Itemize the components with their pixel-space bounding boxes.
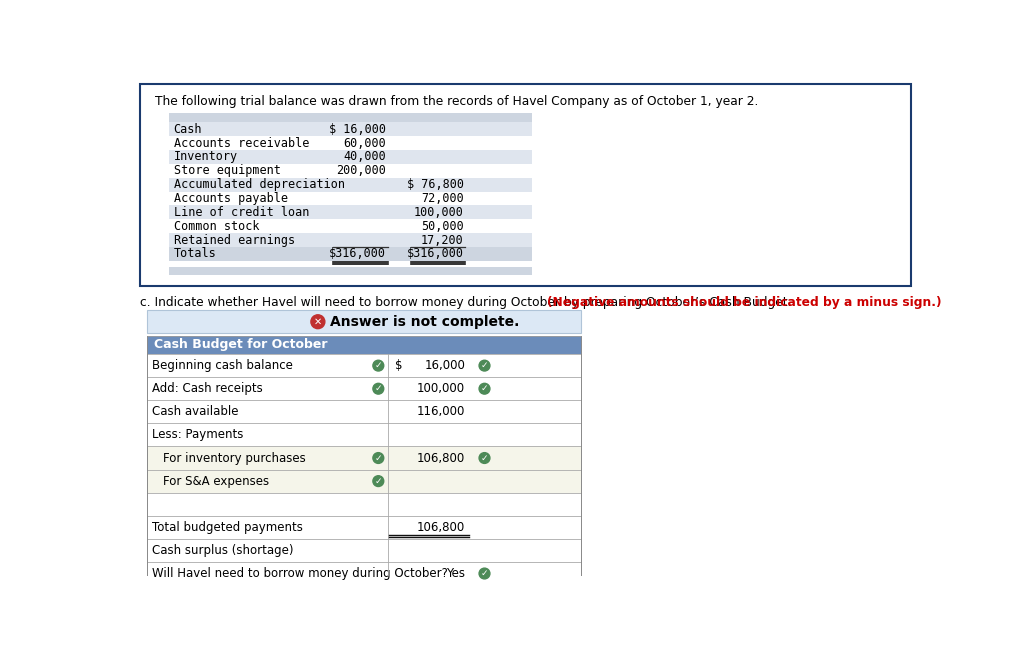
Text: ✓: ✓: [375, 477, 382, 486]
FancyBboxPatch shape: [139, 84, 910, 285]
FancyBboxPatch shape: [169, 150, 531, 164]
Text: Cash surplus (shortage): Cash surplus (shortage): [152, 544, 294, 557]
FancyBboxPatch shape: [147, 446, 582, 470]
Text: For inventory purchases: For inventory purchases: [163, 452, 305, 465]
FancyBboxPatch shape: [147, 562, 582, 585]
Text: $ 16,000: $ 16,000: [329, 123, 386, 136]
FancyBboxPatch shape: [169, 219, 531, 233]
Text: $316,000: $316,000: [329, 247, 386, 261]
FancyBboxPatch shape: [147, 377, 582, 400]
FancyBboxPatch shape: [169, 113, 531, 122]
Text: 106,800: 106,800: [417, 452, 465, 465]
Circle shape: [373, 476, 384, 487]
Text: Common stock: Common stock: [174, 220, 259, 233]
FancyBboxPatch shape: [169, 192, 531, 206]
Text: Yes: Yes: [446, 567, 465, 580]
Circle shape: [479, 453, 489, 463]
Text: Accounts receivable: Accounts receivable: [174, 137, 309, 149]
Text: ✓: ✓: [480, 569, 488, 578]
Text: Line of credit loan: Line of credit loan: [174, 206, 309, 219]
Circle shape: [479, 568, 489, 579]
Text: Cash: Cash: [174, 123, 202, 136]
FancyBboxPatch shape: [169, 233, 531, 247]
Text: ✓: ✓: [480, 384, 488, 393]
FancyBboxPatch shape: [147, 539, 582, 562]
Text: ✓: ✓: [375, 361, 382, 370]
FancyBboxPatch shape: [147, 470, 582, 492]
Text: ✓: ✓: [375, 384, 382, 393]
Text: 17,200: 17,200: [421, 234, 464, 247]
Text: 60,000: 60,000: [343, 137, 386, 149]
FancyBboxPatch shape: [169, 122, 531, 136]
Text: Will Havel need to borrow money during October?: Will Havel need to borrow money during O…: [152, 567, 447, 580]
Text: 50,000: 50,000: [421, 220, 464, 233]
Text: 72,000: 72,000: [421, 192, 464, 205]
FancyBboxPatch shape: [169, 267, 531, 275]
Circle shape: [311, 315, 325, 329]
FancyBboxPatch shape: [169, 206, 531, 219]
Text: c. Indicate whether Havel will need to borrow money during October by preparing : c. Indicate whether Havel will need to b…: [139, 296, 795, 309]
Text: Beginning cash balance: Beginning cash balance: [152, 359, 293, 372]
Text: Add: Cash receipts: Add: Cash receipts: [152, 382, 263, 395]
FancyBboxPatch shape: [169, 164, 531, 178]
Text: Total budgeted payments: Total budgeted payments: [152, 521, 303, 534]
Text: ✓: ✓: [375, 454, 382, 463]
FancyBboxPatch shape: [147, 336, 582, 354]
FancyBboxPatch shape: [147, 400, 582, 423]
Circle shape: [373, 453, 384, 463]
Text: ✓: ✓: [480, 454, 488, 463]
Text: Less: Payments: Less: Payments: [152, 428, 244, 441]
Text: 100,000: 100,000: [417, 382, 465, 395]
Text: Cash Budget for October: Cash Budget for October: [154, 338, 327, 351]
FancyBboxPatch shape: [169, 178, 531, 192]
Circle shape: [479, 360, 489, 371]
Text: ✕: ✕: [313, 317, 322, 327]
Text: 16,000: 16,000: [424, 359, 465, 372]
Text: 116,000: 116,000: [417, 405, 465, 419]
Text: 106,800: 106,800: [417, 521, 465, 534]
Text: Retained earnings: Retained earnings: [174, 234, 295, 247]
FancyBboxPatch shape: [147, 310, 582, 333]
Text: 100,000: 100,000: [414, 206, 464, 219]
Text: Accounts payable: Accounts payable: [174, 192, 288, 205]
Text: Answer is not complete.: Answer is not complete.: [330, 314, 519, 329]
FancyBboxPatch shape: [147, 516, 582, 539]
Text: $316,000: $316,000: [407, 247, 464, 261]
Text: $: $: [395, 359, 402, 372]
Text: Accumulated depreciation: Accumulated depreciation: [174, 178, 345, 191]
Text: $ 76,800: $ 76,800: [407, 178, 464, 191]
FancyBboxPatch shape: [169, 136, 531, 150]
FancyBboxPatch shape: [147, 354, 582, 377]
Text: The following trial balance was drawn from the records of Havel Company as of Oc: The following trial balance was drawn fr…: [155, 94, 759, 107]
Text: Store equipment: Store equipment: [174, 164, 281, 177]
Text: (Negative amounts should be indicated by a minus sign.): (Negative amounts should be indicated by…: [547, 296, 941, 309]
Text: 40,000: 40,000: [343, 151, 386, 164]
FancyBboxPatch shape: [147, 423, 582, 446]
Circle shape: [373, 360, 384, 371]
Text: Totals: Totals: [174, 247, 216, 261]
Text: Inventory: Inventory: [174, 151, 238, 164]
Text: 200,000: 200,000: [336, 164, 386, 177]
FancyBboxPatch shape: [147, 492, 582, 516]
Text: ✓: ✓: [480, 361, 488, 370]
Circle shape: [373, 383, 384, 394]
Text: For S&A expenses: For S&A expenses: [163, 475, 269, 488]
Circle shape: [479, 383, 489, 394]
FancyBboxPatch shape: [169, 247, 531, 261]
Text: Cash available: Cash available: [152, 405, 239, 419]
